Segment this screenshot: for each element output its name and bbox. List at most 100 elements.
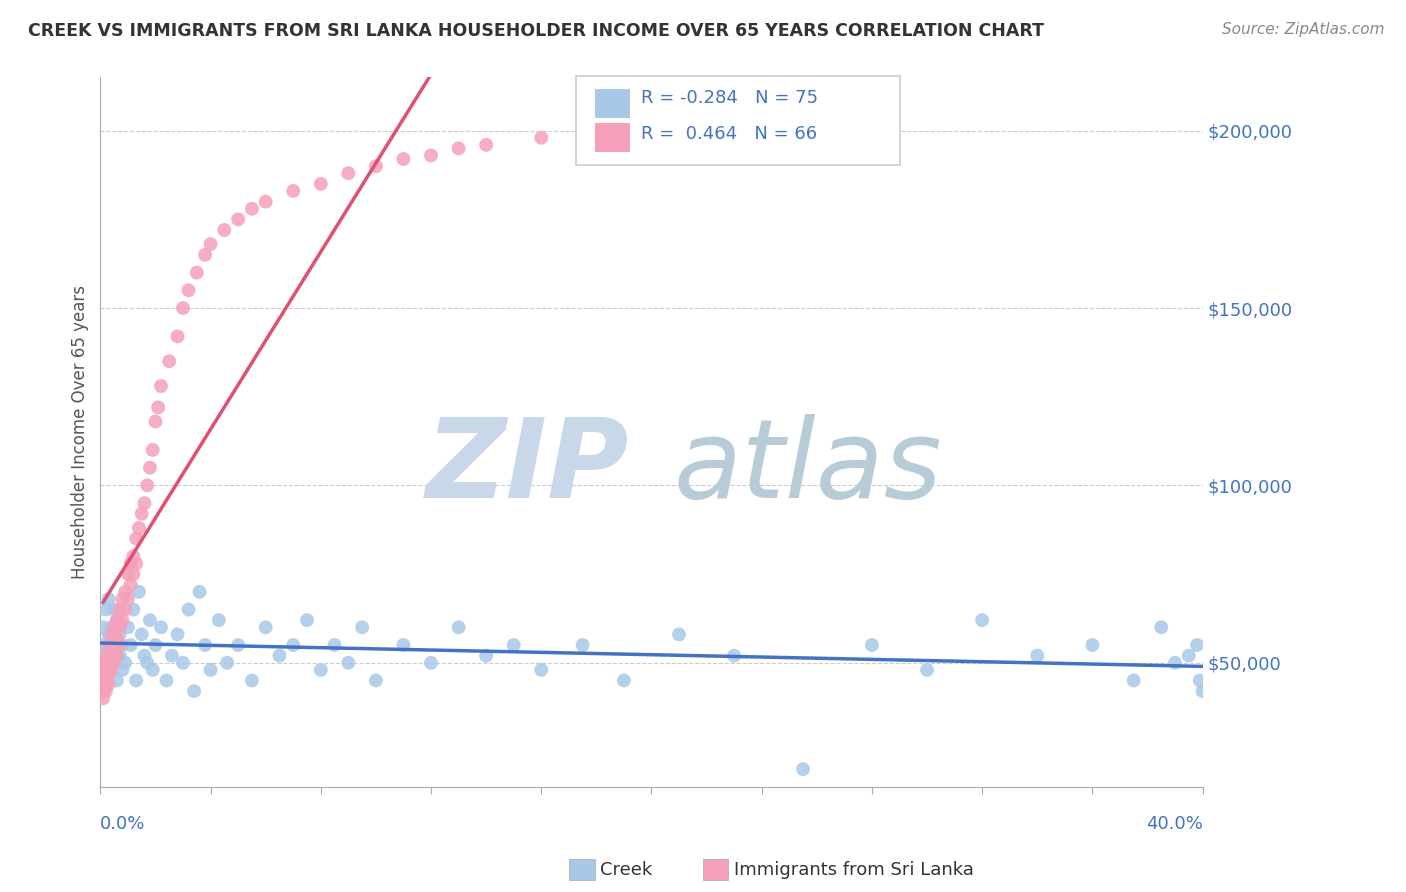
Point	[122, 602, 145, 616]
Point	[134, 648, 156, 663]
Point	[105, 648, 128, 663]
Point	[94, 648, 117, 663]
Text: Creek: Creek	[600, 861, 652, 879]
Point	[1122, 673, 1144, 688]
Point	[114, 584, 136, 599]
Point	[111, 663, 134, 677]
Point	[103, 638, 125, 652]
Point	[186, 266, 208, 280]
Point	[111, 613, 134, 627]
Point	[131, 627, 153, 641]
Point	[94, 663, 117, 677]
Point	[142, 442, 165, 457]
Point	[337, 166, 360, 180]
Point	[240, 673, 263, 688]
Point	[475, 137, 498, 152]
Point	[254, 194, 277, 209]
Point	[149, 620, 172, 634]
Point	[145, 638, 167, 652]
Point	[125, 532, 148, 546]
Point	[94, 673, 117, 688]
Point	[91, 673, 114, 688]
Point	[120, 578, 142, 592]
Point	[447, 141, 470, 155]
Point	[111, 638, 134, 652]
Point	[103, 602, 125, 616]
Text: CREEK VS IMMIGRANTS FROM SRI LANKA HOUSEHOLDER INCOME OVER 65 YEARS CORRELATION : CREEK VS IMMIGRANTS FROM SRI LANKA HOUSE…	[28, 22, 1045, 40]
Point	[91, 620, 114, 634]
Point	[108, 627, 131, 641]
Point	[668, 627, 690, 641]
Point	[157, 354, 180, 368]
Text: 40.0%: 40.0%	[1146, 815, 1202, 833]
Point	[122, 567, 145, 582]
Text: R =  0.464   N = 66: R = 0.464 N = 66	[641, 125, 817, 143]
Point	[323, 638, 346, 652]
Point	[103, 620, 125, 634]
Point	[392, 638, 415, 652]
Point	[117, 620, 139, 634]
Point	[155, 673, 177, 688]
Y-axis label: Householder Income Over 65 years: Householder Income Over 65 years	[72, 285, 89, 579]
Point	[364, 159, 387, 173]
Point	[139, 613, 162, 627]
Point	[91, 663, 114, 677]
Point	[166, 627, 188, 641]
Point	[108, 638, 131, 652]
Point	[1081, 638, 1104, 652]
Point	[91, 691, 114, 706]
Point	[613, 673, 636, 688]
Point	[792, 762, 814, 776]
Point	[125, 673, 148, 688]
Point	[188, 584, 211, 599]
Point	[97, 677, 120, 691]
Point	[142, 663, 165, 677]
Text: ZIP: ZIP	[426, 414, 630, 521]
Point	[1164, 656, 1187, 670]
Point	[94, 648, 117, 663]
Point	[97, 663, 120, 677]
Point	[117, 567, 139, 582]
Point	[475, 648, 498, 663]
Point	[128, 521, 150, 535]
Point	[420, 148, 443, 162]
Point	[105, 631, 128, 645]
Point	[972, 613, 994, 627]
Point	[860, 638, 883, 652]
Point	[125, 557, 148, 571]
Point	[172, 301, 194, 315]
Point	[100, 648, 122, 663]
Point	[117, 591, 139, 606]
Point	[105, 673, 128, 688]
Point	[1026, 648, 1049, 663]
Point	[194, 248, 217, 262]
Point	[1150, 620, 1173, 634]
Point	[103, 656, 125, 670]
Point	[128, 584, 150, 599]
Point	[420, 656, 443, 670]
Point	[177, 283, 200, 297]
Point	[240, 202, 263, 216]
Point	[97, 591, 120, 606]
Point	[254, 620, 277, 634]
Point	[226, 212, 249, 227]
Point	[217, 656, 239, 670]
Point	[214, 223, 236, 237]
Point	[530, 130, 553, 145]
Point	[1191, 684, 1213, 698]
Point	[447, 620, 470, 634]
Point	[111, 591, 134, 606]
Point	[91, 638, 114, 652]
Point	[108, 620, 131, 634]
Point	[100, 627, 122, 641]
Point	[1188, 673, 1211, 688]
Point	[200, 663, 222, 677]
Point	[105, 613, 128, 627]
Point	[392, 152, 415, 166]
Point	[149, 379, 172, 393]
Point	[309, 663, 332, 677]
Point	[160, 648, 183, 663]
Point	[114, 602, 136, 616]
Point	[145, 415, 167, 429]
Point	[100, 620, 122, 634]
